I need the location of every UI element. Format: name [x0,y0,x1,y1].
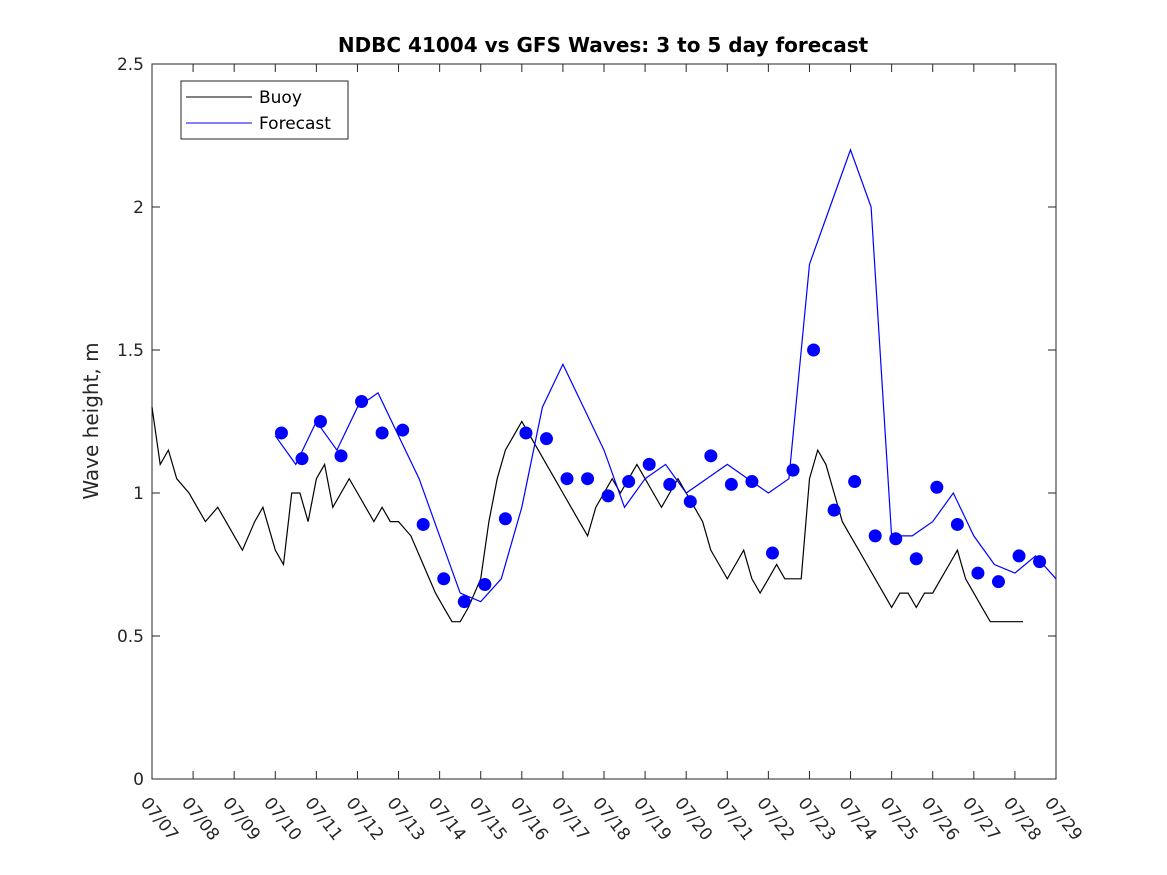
forecast-marker [457,595,471,609]
x-tick-label: 07/07 [136,794,182,845]
forecast-marker [601,489,615,503]
forecast-marker [971,566,985,580]
y-tick-label: 0 [133,770,144,790]
forecast-marker [498,512,512,526]
forecast-marker [1033,555,1047,569]
forecast-marker [848,475,862,489]
x-tick-label: 07/11 [300,794,346,845]
x-tick-label: 07/14 [424,794,470,845]
forecast-marker [950,517,964,531]
forecast-marker [765,546,779,560]
x-tick-label: 07/20 [670,794,716,845]
x-tick-label: 07/21 [711,794,757,845]
x-tick-label: 07/12 [342,794,388,845]
forecast-marker [274,426,288,440]
x-tick-label: 07/19 [629,794,675,845]
forecast-marker [704,449,718,463]
x-tick-label: 07/26 [917,794,963,845]
x-tick-label: 07/13 [383,794,429,845]
forecast-marker [375,426,389,440]
legend-forecast-label: Forecast [259,114,331,134]
forecast-marker [909,552,923,566]
series-layer [151,148,1057,623]
forecast-marker [991,575,1005,589]
y-tick-label: 1.5 [117,341,144,361]
x-tick-label: 07/25 [876,794,922,845]
x-tick-label: 07/08 [177,794,223,845]
forecast-marker [786,463,800,477]
y-tick-label: 0.5 [117,627,144,647]
y-tick-label: 2.5 [117,55,144,75]
x-tick-label: 07/23 [794,794,840,845]
forecast-marker [745,475,759,489]
buoy-line [151,407,1024,623]
forecast-marker [560,472,574,486]
forecast-marker [416,517,430,531]
x-tick-label: 07/16 [506,794,552,845]
forecast-marker [1012,549,1026,563]
forecast-marker [519,426,533,440]
x-tick-label: 07/24 [835,794,881,845]
plot-area [151,63,1057,780]
forecast-marker [724,477,738,491]
forecast-marker [930,480,944,494]
x-tick-label: 07/28 [999,794,1045,845]
y-tick-label: 1 [133,484,144,504]
forecast-marker [581,472,595,486]
forecast-marker [807,343,821,357]
forecast-marker [295,452,309,466]
forecast-marker [642,457,656,471]
forecast-marker [827,503,841,517]
legend-buoy-label: Buoy [259,88,302,108]
forecast-marker [889,532,903,546]
forecast-marker [396,423,410,437]
x-tick-label: 07/29 [1040,794,1086,845]
forecast-marker [868,529,882,543]
forecast-marker [313,415,327,428]
forecast-line [274,148,1057,603]
x-tick-label: 07/27 [958,794,1004,845]
forecast-marker [478,578,492,592]
forecast-marker [334,449,348,463]
chart-title: NDBC 41004 vs GFS Waves: 3 to 5 day fore… [338,33,869,57]
forecast-marker [437,572,451,586]
forecast-marker [539,432,553,446]
x-tick-label: 07/18 [588,794,634,845]
forecast-marker [663,477,677,491]
legend-box [180,80,349,140]
y-axis-label: Wave height, m [79,342,103,499]
forecast-marker [622,475,636,489]
legend: Buoy Forecast [180,80,349,140]
x-tick-label: 07/15 [465,794,511,845]
forecast-marker [355,394,369,408]
forecast-marker [683,495,697,509]
x-tick-label: 07/10 [259,794,305,845]
x-tick-label: 07/09 [218,794,264,845]
x-tick-label: 07/22 [752,794,798,845]
y-tick-label: 2 [133,198,144,218]
x-tick-label: 07/17 [547,794,593,845]
